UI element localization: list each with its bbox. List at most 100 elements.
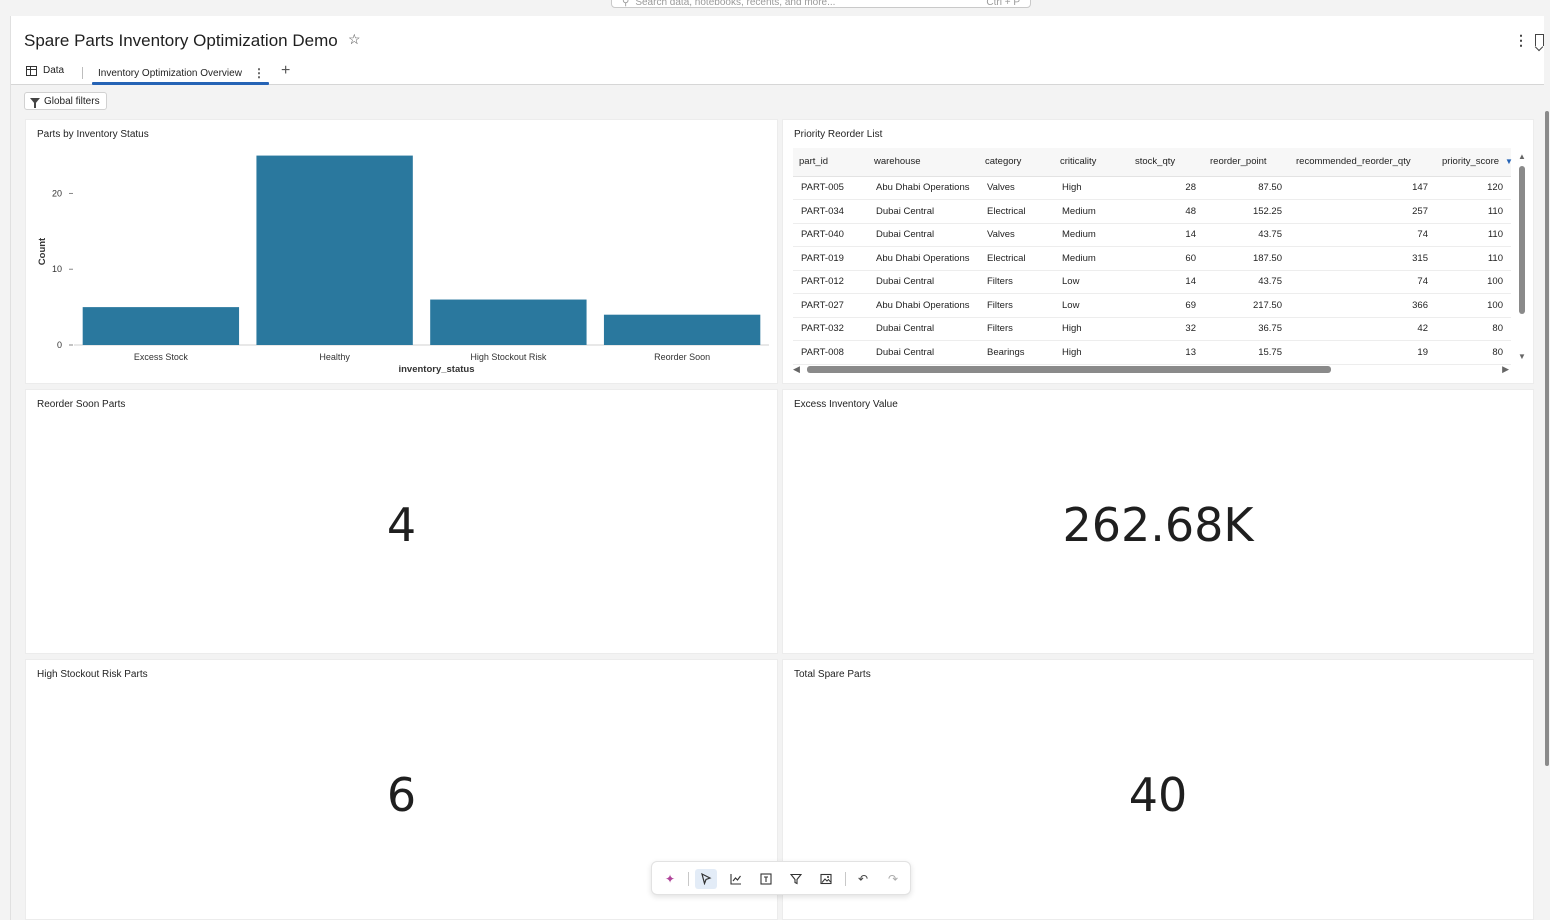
chart-card-parts-by-status[interactable]: Parts by Inventory Status 0 10 20 Excess St… xyxy=(25,119,778,384)
table-cell-part-id: PART-012 xyxy=(793,270,868,294)
column-header[interactable]: reorder_point xyxy=(1204,148,1290,177)
scroll-down-icon[interactable]: ▼ xyxy=(1518,352,1526,361)
redo-icon[interactable]: ↷ xyxy=(887,872,899,886)
table-cell-reorder-point: 15.75 xyxy=(1204,340,1290,365)
bar-chart: 0 10 20 Excess Stock Healthy High Stockout Ri… xyxy=(37,155,769,375)
text-box-icon[interactable] xyxy=(755,869,777,889)
table-cell-warehouse: Abu Dhabi Operations xyxy=(868,176,979,200)
bookmark-icon[interactable] xyxy=(1535,34,1544,46)
filter-icon[interactable] xyxy=(785,869,807,889)
table-cell-recommended-reorder-qty: 74 xyxy=(1290,270,1436,294)
tab-options-icon[interactable]: ⋮ xyxy=(253,66,265,80)
table-cell-priority-score: 110 xyxy=(1436,246,1511,271)
kpi-value: 4 xyxy=(386,498,417,552)
table-title: Priority Reorder List xyxy=(794,129,883,140)
x-tick-label: Excess Stock xyxy=(134,352,189,362)
column-header[interactable]: part_id xyxy=(793,148,868,177)
bar[interactable] xyxy=(430,299,587,345)
column-header[interactable]: warehouse xyxy=(868,148,979,177)
table-cell-stock-qty: 14 xyxy=(1129,223,1204,247)
column-header-priority-score[interactable]: priority_score ▼ xyxy=(1436,148,1513,177)
table-cell-reorder-point: 43.75 xyxy=(1204,270,1290,294)
bar[interactable] xyxy=(256,155,413,345)
table-body: PART-005 Abu Dhabi Operations Valves High 28… xyxy=(793,176,1511,365)
table-row[interactable]: PART-005 Abu Dhabi Operations Valves High 28… xyxy=(793,176,1511,200)
page-title: Spare Parts Inventory Optimization Demo xyxy=(24,31,338,50)
pointer-icon[interactable] xyxy=(695,869,717,889)
column-header[interactable]: criticality xyxy=(1054,148,1129,177)
table-cell-warehouse: Dubai Central xyxy=(868,340,979,365)
table-row[interactable]: PART-027 Abu Dhabi Operations Filters Low 69… xyxy=(793,293,1511,318)
table-cell-stock-qty: 28 xyxy=(1129,176,1204,200)
kpi-card-excess-inventory-value[interactable]: Excess Inventory Value 262.68K xyxy=(782,389,1534,654)
tab-data-label: Data xyxy=(43,65,65,76)
chart-title: Parts by Inventory Status xyxy=(37,129,149,140)
sort-desc-icon: ▼ xyxy=(1505,157,1513,167)
scroll-left-icon[interactable]: ◀ xyxy=(793,364,800,374)
search-input[interactable]: ⚲ Search data, notebooks, recents, and mo… xyxy=(611,0,1031,8)
table-cell-recommended-reorder-qty: 366 xyxy=(1290,293,1436,318)
bar[interactable] xyxy=(82,307,240,345)
table-card-priority-reorder[interactable]: Priority Reorder List part_id warehouse … xyxy=(782,119,1534,384)
table-cell-reorder-point: 187.50 xyxy=(1204,246,1290,271)
table-row[interactable]: PART-034 Dubai Central Electrical Medium 48 1… xyxy=(793,199,1511,224)
column-header[interactable]: recommended_reorder_qty xyxy=(1290,148,1436,177)
table-header-row: part_id warehouse category criticality s… xyxy=(793,148,1513,177)
table-horizontal-scrollbar[interactable]: ◀ ▶ xyxy=(793,364,1509,374)
table-row[interactable]: PART-008 Dubai Central Bearings High 13 15.75… xyxy=(793,340,1511,365)
table-cell-stock-qty: 32 xyxy=(1129,317,1204,341)
table-cell-category: Electrical xyxy=(979,246,1054,271)
left-strip xyxy=(0,16,11,920)
tab-data[interactable]: Data xyxy=(26,65,64,76)
line-chart-icon[interactable] xyxy=(725,869,747,889)
table-cell-recommended-reorder-qty: 315 xyxy=(1290,246,1436,271)
table-cell-criticality: Medium xyxy=(1054,199,1129,224)
column-header[interactable]: category xyxy=(979,148,1054,177)
table-cell-priority-score: 100 xyxy=(1436,293,1511,318)
table-cell-stock-qty: 69 xyxy=(1129,293,1204,318)
table-cell-criticality: Low xyxy=(1054,293,1129,318)
table-vertical-scroll-thumb[interactable] xyxy=(1519,166,1525,314)
toolbar-divider xyxy=(845,872,846,886)
table-row[interactable]: PART-012 Dubai Central Filters Low 14 43.75 74… xyxy=(793,270,1511,294)
global-filters-button[interactable]: Global filters xyxy=(24,92,107,110)
active-tab-indicator xyxy=(92,82,269,85)
table-icon xyxy=(26,65,37,76)
tab-inventory-optimization-overview[interactable]: Inventory Optimization Overview ⋮ xyxy=(92,65,269,85)
table-cell-priority-score: 120 xyxy=(1436,176,1511,200)
top-bar: ⚲ Search data, notebooks, recents, and mo… xyxy=(0,0,1550,16)
column-header[interactable]: stock_qty xyxy=(1129,148,1204,177)
table-horizontal-scroll-thumb[interactable] xyxy=(807,366,1331,373)
page-scrollbar-thumb[interactable] xyxy=(1545,111,1549,766)
x-tick-label: Healthy xyxy=(319,352,350,362)
table-cell-part-id: PART-019 xyxy=(793,246,868,271)
favorite-star-icon[interactable]: ☆ xyxy=(348,31,361,47)
table-cell-part-id: PART-032 xyxy=(793,317,868,341)
table-cell-recommended-reorder-qty: 74 xyxy=(1290,223,1436,247)
image-icon[interactable] xyxy=(815,869,837,889)
y-tick-label: 10 xyxy=(52,264,62,274)
column-header-label: priority_score xyxy=(1442,156,1500,168)
page-scrollbar[interactable] xyxy=(1544,16,1550,920)
scroll-right-icon[interactable]: ▶ xyxy=(1502,364,1509,374)
table-row[interactable]: PART-032 Dubai Central Filters High 32 36.75 4… xyxy=(793,317,1511,341)
undo-icon[interactable]: ↶ xyxy=(857,872,869,886)
table-cell-criticality: Medium xyxy=(1054,246,1129,271)
table-cell-priority-score: 110 xyxy=(1436,223,1511,247)
table-vertical-scrollbar[interactable]: ▲ ▼ xyxy=(1517,152,1527,364)
table-cell-category: Bearings xyxy=(979,340,1054,365)
sparkle-icon[interactable]: ✦ xyxy=(664,872,676,886)
add-tab-button[interactable]: + xyxy=(281,62,291,79)
table-cell-stock-qty: 60 xyxy=(1129,246,1204,271)
table-cell-category: Electrical xyxy=(979,199,1054,224)
table-row[interactable]: PART-019 Abu Dhabi Operations Electrical Me… xyxy=(793,246,1511,271)
table-cell-criticality: Medium xyxy=(1054,223,1129,247)
scroll-up-icon[interactable]: ▲ xyxy=(1518,152,1526,161)
bar[interactable] xyxy=(603,314,761,345)
more-options-icon[interactable]: ⋮ xyxy=(1514,32,1528,48)
kpi-card-reorder-soon[interactable]: Reorder Soon Parts 4 xyxy=(25,389,778,654)
x-tick-label: Reorder Soon xyxy=(654,352,710,362)
kpi-card-high-stockout-risk[interactable]: High Stockout Risk Parts 6 xyxy=(25,659,778,920)
table-cell-priority-score: 110 xyxy=(1436,199,1511,224)
table-row[interactable]: PART-040 Dubai Central Valves Medium 14 43.75… xyxy=(793,223,1511,247)
